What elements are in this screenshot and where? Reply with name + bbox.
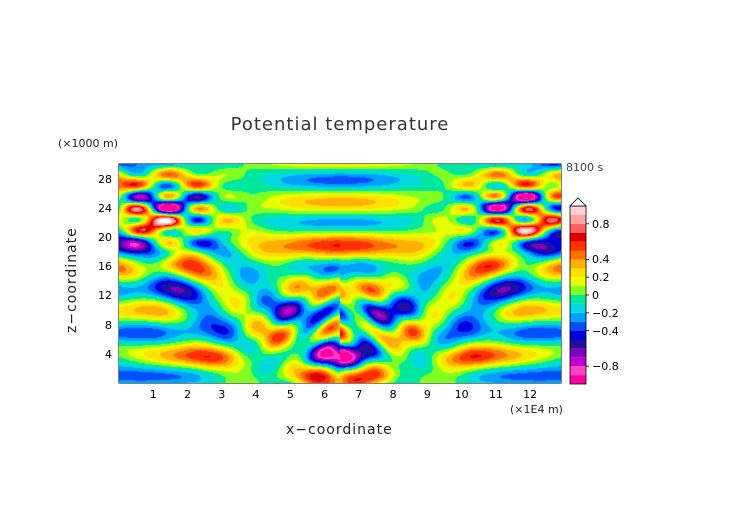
x-tick-label: 2 xyxy=(184,388,192,401)
y-tick-label: 8 xyxy=(105,318,112,332)
colorbar-segment xyxy=(570,268,586,278)
colorbar-segment xyxy=(570,339,586,349)
time-annotation: 8100 s xyxy=(566,161,604,174)
colorbar-extend-arrow xyxy=(569,197,587,207)
x-tick-label: 8 xyxy=(389,388,397,401)
colorbar-segment xyxy=(570,259,586,269)
x-tick-label: 7 xyxy=(355,388,363,401)
colorbar-segment xyxy=(570,232,586,242)
x-tick-label: 11 xyxy=(488,388,503,401)
colorbar-segment xyxy=(570,206,586,215)
colorbar-segment xyxy=(570,277,586,287)
colorbar-segment xyxy=(570,348,586,358)
y-tick-label: 16 xyxy=(98,260,112,274)
colorbar-segment xyxy=(570,357,586,367)
colorbar-segment xyxy=(570,366,586,376)
colorbar-tick-label: 0.8 xyxy=(592,217,610,231)
x-tick-label: 5 xyxy=(286,388,294,401)
colorbar-segment xyxy=(570,214,586,224)
colorbar-segment xyxy=(570,303,586,313)
y-tick-label: 24 xyxy=(98,201,112,215)
chart-title: Potential temperature xyxy=(230,114,450,135)
x-tick-label: 3 xyxy=(218,388,226,401)
y-tick-label: 28 xyxy=(98,172,112,186)
colorbar xyxy=(569,197,589,385)
x-tick-label: 9 xyxy=(423,388,431,401)
colorbar-segment xyxy=(570,295,586,304)
colorbar-segment xyxy=(570,286,586,295)
colorbar-tick-label: 0 xyxy=(592,289,599,302)
colorbar-tick-label: 0.4 xyxy=(592,253,610,267)
colorbar-tick-label: −0.2 xyxy=(592,306,619,320)
colorbar-tick-label: 0.2 xyxy=(592,271,610,285)
y-tick-label: 20 xyxy=(98,231,112,244)
colorbar-segment xyxy=(570,241,586,251)
colorbar-segment xyxy=(570,321,586,331)
x-axis-label: x−coordinate xyxy=(286,422,393,438)
x-tick-label: 4 xyxy=(252,388,260,401)
potential-temperature-field xyxy=(119,164,561,383)
y-tick-label: 4 xyxy=(105,347,112,361)
colorbar-segment xyxy=(570,223,586,233)
colorbar-tick-label: −0.8 xyxy=(592,360,619,374)
colorbar-segment xyxy=(570,312,586,322)
colorbar-segment xyxy=(570,250,586,260)
colorbar-segment xyxy=(570,375,586,384)
y-axis-label: z−coordinate xyxy=(64,227,80,333)
y-tick-label: 12 xyxy=(98,289,112,303)
x-unit-label: (×1E4 m) xyxy=(510,403,563,416)
x-tick-label: 1 xyxy=(149,388,157,401)
colorbar-segment xyxy=(570,330,586,340)
x-tick-label: 6 xyxy=(321,388,329,401)
x-tick-label: 10 xyxy=(454,388,469,401)
colorbar-tick-label: −0.4 xyxy=(592,324,619,338)
x-tick-label: 12 xyxy=(523,388,538,401)
z-unit-label: (×1000 m) xyxy=(58,137,119,150)
